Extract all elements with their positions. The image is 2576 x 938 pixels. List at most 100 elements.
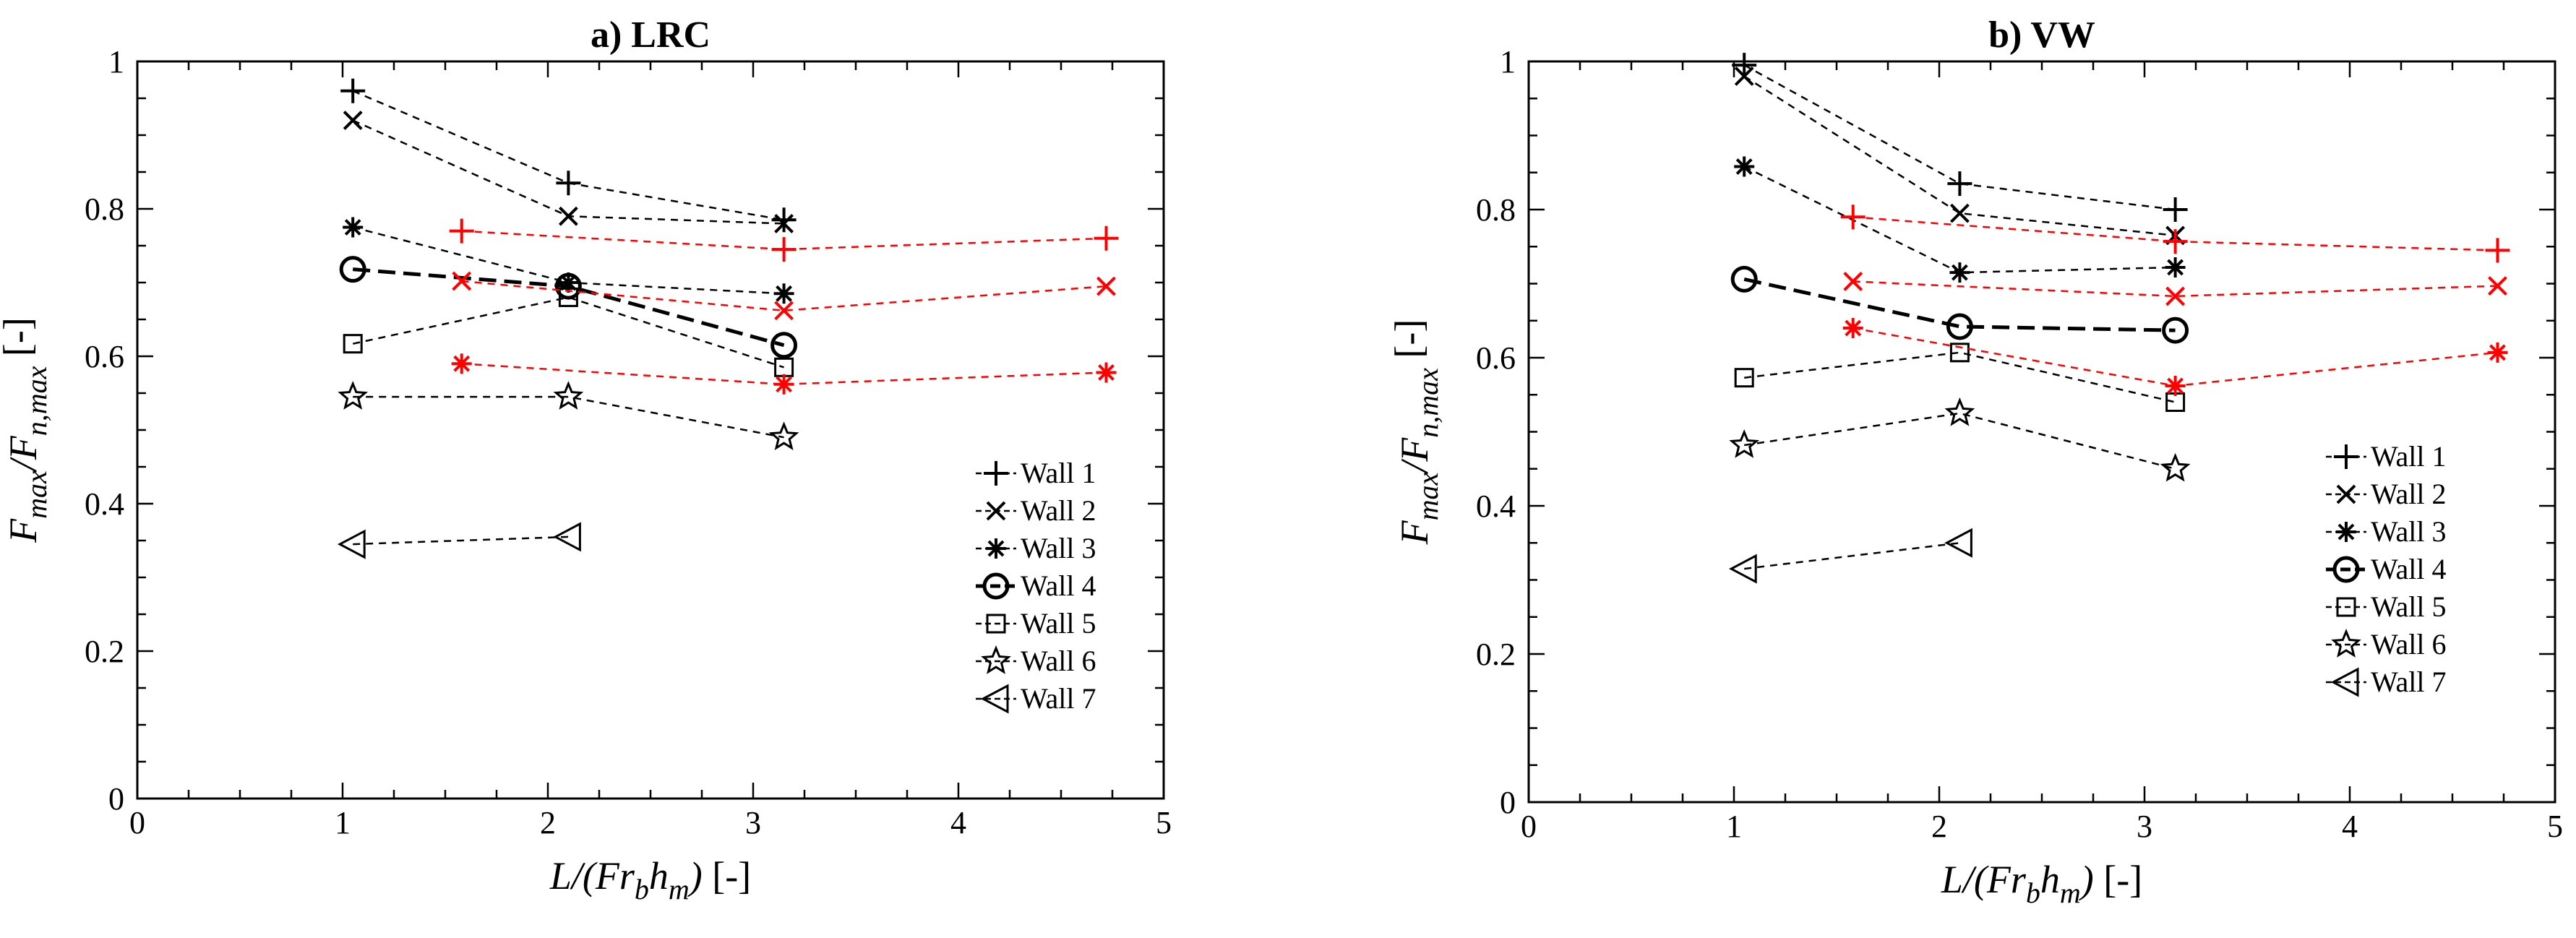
series-wall-1 xyxy=(340,78,797,233)
legend-label: Wall 2 xyxy=(1021,494,1096,527)
data-point-circle xyxy=(770,332,798,359)
data-point-square xyxy=(1949,343,1970,363)
x-tick-label: 4 xyxy=(2342,809,2358,844)
series-wall-6 xyxy=(338,381,799,451)
chart-panel-1: a) LRC 0 1 2 3 4 5 0 0.2 0.4 0.6 0.8 1 L/(Frbhm) [-] F… xyxy=(0,14,1172,905)
data-point-x xyxy=(452,271,472,291)
legend-label: Wall 1 xyxy=(2371,440,2447,473)
data-point-x xyxy=(1096,276,1116,296)
legend-label: Wall 7 xyxy=(2371,666,2447,698)
y-tick-label: 0.8 xyxy=(1476,192,1516,228)
data-point-x xyxy=(2488,276,2507,296)
series-line xyxy=(461,280,1107,312)
legend-marker-plus xyxy=(2334,444,2358,469)
y-tick-label: 0.2 xyxy=(85,634,124,669)
x-tick-label: 5 xyxy=(1156,805,1172,840)
legend-marker-star xyxy=(2331,629,2361,658)
data-point-plus xyxy=(771,237,797,262)
data-point-x xyxy=(1734,66,1754,86)
series-wall-4 xyxy=(339,256,798,359)
data-point-x xyxy=(774,301,794,321)
y-tick-label: 1 xyxy=(1500,44,1516,79)
series-line xyxy=(353,395,784,439)
legend-marker-circle xyxy=(982,572,1010,600)
chart-title: b) VW xyxy=(1988,14,2095,56)
data-point-x xyxy=(558,206,578,226)
x-tick-label: 3 xyxy=(745,805,761,840)
series-wall-1 xyxy=(1732,53,2188,222)
chart-panel-2: b) VW 0 1 2 3 4 5 0 0.2 0.4 0.6 0.8 1 L/(Frbhm) [-] Fm… xyxy=(1387,14,2563,909)
data-point-star xyxy=(553,381,584,410)
data-point-asterisk xyxy=(558,272,579,293)
legend-label: Wall 4 xyxy=(2371,553,2447,585)
data-point-circle xyxy=(1730,265,1758,293)
legend-label: Wall 7 xyxy=(1021,682,1096,715)
data-point-asterisk xyxy=(451,353,472,374)
series-red-plus xyxy=(449,218,1119,262)
series-line xyxy=(1852,280,2498,298)
legend-marker-x xyxy=(2336,484,2356,504)
y-tick-label: 0.6 xyxy=(85,339,124,374)
data-point-plus xyxy=(2163,197,2188,222)
y-tick-label: 0 xyxy=(108,781,124,817)
y-tick-label: 0.4 xyxy=(1476,489,1516,524)
x-tick-label: 4 xyxy=(950,805,966,840)
y-tick-label: 0.8 xyxy=(85,192,124,227)
data-point-x xyxy=(2165,286,2186,306)
legend-marker-asterisk xyxy=(986,538,1006,559)
data-point-x xyxy=(343,111,363,131)
data-point-plus xyxy=(556,171,581,196)
data-point-star xyxy=(2160,452,2191,482)
y-axis-label: Fmax/Fn,max [-] xyxy=(0,317,53,543)
legend-marker-square xyxy=(986,614,1006,634)
data-point-asterisk xyxy=(2487,342,2508,363)
legend-label: Wall 6 xyxy=(1021,645,1096,677)
data-point-asterisk xyxy=(343,217,364,238)
legend-label: Wall 5 xyxy=(1021,607,1096,640)
legend-marker-plus xyxy=(984,461,1008,486)
series-line xyxy=(1743,277,2176,332)
x-tick-label: 2 xyxy=(1931,809,1947,844)
legend-label: Wall 3 xyxy=(2371,515,2447,548)
data-point-asterisk xyxy=(773,374,794,395)
series-line xyxy=(1744,542,1960,570)
legend-marker-triangle-left xyxy=(980,684,1009,714)
series-line xyxy=(352,90,784,221)
series-red-x xyxy=(452,271,1116,321)
y-tick-label: 0.6 xyxy=(1476,340,1516,376)
series-line xyxy=(1743,75,2176,237)
series-red-x xyxy=(1843,272,2507,306)
data-point-square xyxy=(558,287,578,307)
series-line xyxy=(1743,64,2176,211)
legend-marker-asterisk xyxy=(2336,522,2356,542)
data-point-plus xyxy=(1732,53,1757,78)
series-wall-2 xyxy=(343,111,794,233)
data-point-plus xyxy=(771,207,797,233)
data-point-star xyxy=(1944,397,1975,426)
data-point-circle xyxy=(2162,317,2189,344)
legend-marker-circle xyxy=(2332,556,2360,583)
series-red-plus xyxy=(1840,205,2510,263)
data-point-plus xyxy=(1094,225,1119,251)
data-point-asterisk xyxy=(1842,318,1863,338)
data-point-star xyxy=(1729,429,1760,458)
data-point-plus xyxy=(340,78,366,103)
x-tick-label: 3 xyxy=(2137,809,2152,844)
chart-title: a) LRC xyxy=(591,14,710,56)
series-wall-6 xyxy=(1729,397,2191,482)
x-tick-label: 2 xyxy=(540,805,556,840)
x-tick-label: 1 xyxy=(335,805,351,840)
y-tick-label: 0.2 xyxy=(1476,637,1516,672)
series-red-asterisk xyxy=(1842,318,2508,396)
data-point-circle xyxy=(554,272,582,300)
legend: Wall 1 Wall 2 Wall 3 Wall 4 Wall 5 Wall 6 Wall… xyxy=(976,457,1096,715)
data-point-plus xyxy=(1947,171,1972,197)
data-point-star xyxy=(338,381,369,410)
series-line xyxy=(1852,216,2498,251)
data-point-circle xyxy=(1946,313,1973,340)
data-point-plus xyxy=(2163,229,2188,254)
legend-label: Wall 1 xyxy=(1021,457,1096,489)
y-tick-label: 0 xyxy=(1500,785,1516,820)
x-axis-label: L/(Frbhm) [-] xyxy=(1941,858,2142,909)
